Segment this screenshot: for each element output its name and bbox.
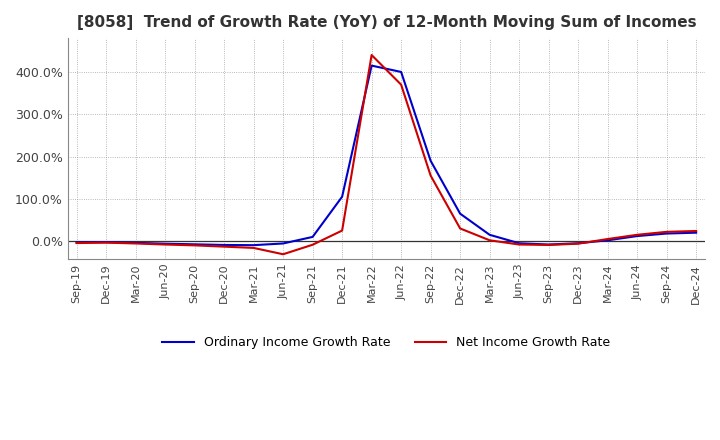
Ordinary Income Growth Rate	[161, 241, 169, 246]
Ordinary Income Growth Rate	[662, 231, 671, 236]
Net Income Growth Rate	[190, 243, 199, 248]
Title: [8058]  Trend of Growth Rate (YoY) of 12-Month Moving Sum of Incomes: [8058] Trend of Growth Rate (YoY) of 12-…	[76, 15, 696, 30]
Net Income Growth Rate	[633, 232, 642, 238]
Net Income Growth Rate	[397, 82, 405, 87]
Ordinary Income Growth Rate	[603, 238, 612, 243]
Line: Ordinary Income Growth Rate: Ordinary Income Growth Rate	[76, 66, 696, 245]
Ordinary Income Growth Rate	[249, 242, 258, 248]
Ordinary Income Growth Rate	[308, 234, 317, 239]
Ordinary Income Growth Rate	[397, 70, 405, 75]
Net Income Growth Rate	[249, 245, 258, 250]
Net Income Growth Rate	[72, 240, 81, 246]
Ordinary Income Growth Rate	[485, 232, 494, 238]
Net Income Growth Rate	[279, 252, 287, 257]
Ordinary Income Growth Rate	[190, 242, 199, 247]
Ordinary Income Growth Rate	[279, 241, 287, 246]
Ordinary Income Growth Rate	[367, 63, 376, 68]
Net Income Growth Rate	[367, 52, 376, 58]
Ordinary Income Growth Rate	[633, 234, 642, 239]
Legend: Ordinary Income Growth Rate, Net Income Growth Rate: Ordinary Income Growth Rate, Net Income …	[157, 331, 616, 354]
Net Income Growth Rate	[426, 173, 435, 178]
Ordinary Income Growth Rate	[102, 239, 110, 245]
Ordinary Income Growth Rate	[338, 194, 346, 199]
Net Income Growth Rate	[456, 226, 464, 231]
Net Income Growth Rate	[603, 236, 612, 242]
Ordinary Income Growth Rate	[426, 158, 435, 163]
Ordinary Income Growth Rate	[544, 242, 553, 247]
Ordinary Income Growth Rate	[72, 240, 81, 245]
Net Income Growth Rate	[220, 244, 228, 249]
Net Income Growth Rate	[544, 242, 553, 248]
Net Income Growth Rate	[102, 240, 110, 245]
Net Income Growth Rate	[131, 241, 140, 246]
Net Income Growth Rate	[515, 242, 523, 247]
Ordinary Income Growth Rate	[692, 230, 701, 235]
Line: Net Income Growth Rate: Net Income Growth Rate	[76, 55, 696, 254]
Net Income Growth Rate	[308, 242, 317, 247]
Net Income Growth Rate	[338, 228, 346, 233]
Net Income Growth Rate	[161, 242, 169, 247]
Net Income Growth Rate	[485, 238, 494, 243]
Ordinary Income Growth Rate	[220, 242, 228, 248]
Ordinary Income Growth Rate	[131, 240, 140, 246]
Net Income Growth Rate	[662, 229, 671, 235]
Net Income Growth Rate	[692, 228, 701, 234]
Ordinary Income Growth Rate	[515, 241, 523, 246]
Ordinary Income Growth Rate	[574, 241, 582, 246]
Ordinary Income Growth Rate	[456, 211, 464, 216]
Net Income Growth Rate	[574, 241, 582, 246]
